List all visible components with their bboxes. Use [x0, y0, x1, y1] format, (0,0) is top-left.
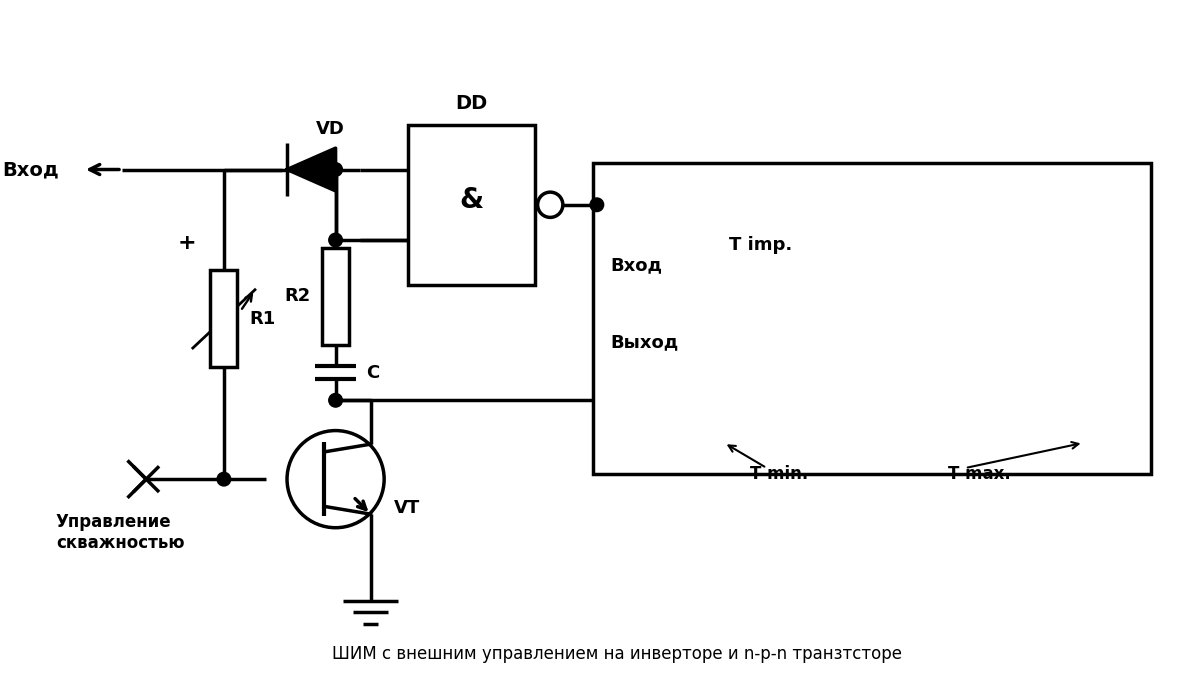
Circle shape [329, 233, 342, 247]
Bar [322, 248, 349, 345]
Bar [408, 125, 535, 285]
Text: R2: R2 [284, 288, 311, 305]
Circle shape [329, 163, 342, 177]
Circle shape [590, 198, 604, 211]
Text: +: + [178, 233, 197, 253]
Text: C: C [366, 364, 379, 382]
Text: Управление
скважностью: Управление скважностью [56, 513, 185, 552]
Text: VD: VD [317, 121, 346, 138]
Text: DD: DD [456, 94, 487, 113]
Text: ШИМ с внешним управлением на инверторе и n-p-n транзтсторе: ШИМ с внешним управлением на инверторе и… [332, 645, 902, 663]
Text: T max.: T max. [948, 465, 1012, 483]
Text: T min.: T min. [750, 465, 809, 483]
Text: Вход: Вход [2, 160, 59, 179]
Text: T imp.: T imp. [728, 237, 792, 254]
Text: R1: R1 [250, 310, 275, 328]
Text: &: & [460, 186, 484, 214]
Text: Вход: Вход [611, 256, 662, 274]
Bar [210, 270, 238, 367]
Text: Выход: Выход [748, 195, 822, 214]
Polygon shape [287, 148, 336, 191]
Circle shape [217, 473, 230, 486]
Bar [593, 163, 1152, 475]
Circle shape [329, 394, 342, 407]
Text: Выход: Выход [611, 333, 679, 351]
Text: VT: VT [394, 499, 420, 517]
